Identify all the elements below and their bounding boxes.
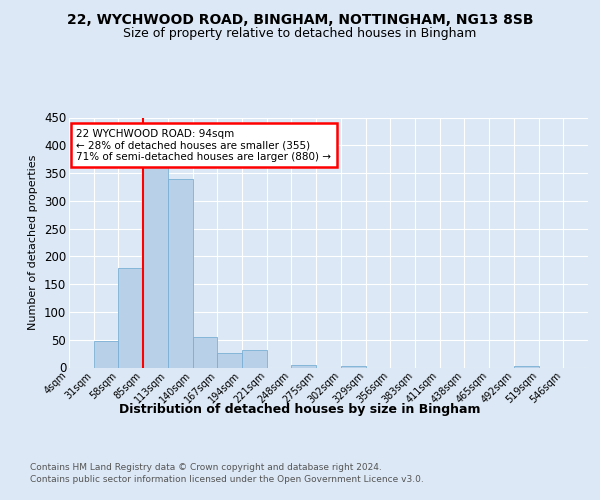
Y-axis label: Number of detached properties: Number of detached properties — [28, 155, 38, 330]
Bar — [168, 178, 193, 368]
Text: Distribution of detached houses by size in Bingham: Distribution of detached houses by size … — [119, 402, 481, 415]
Bar — [143, 164, 168, 368]
Bar — [193, 337, 217, 368]
Text: Size of property relative to detached houses in Bingham: Size of property relative to detached ho… — [124, 28, 476, 40]
Text: 22, WYCHWOOD ROAD, BINGHAM, NOTTINGHAM, NG13 8SB: 22, WYCHWOOD ROAD, BINGHAM, NOTTINGHAM, … — [67, 12, 533, 26]
Text: Contains HM Land Registry data © Crown copyright and database right 2024.: Contains HM Land Registry data © Crown c… — [30, 462, 382, 471]
Text: 22 WYCHWOOD ROAD: 94sqm
← 28% of detached houses are smaller (355)
71% of semi-d: 22 WYCHWOOD ROAD: 94sqm ← 28% of detache… — [76, 128, 331, 162]
Bar — [292, 364, 316, 368]
Text: Contains public sector information licensed under the Open Government Licence v3: Contains public sector information licen… — [30, 475, 424, 484]
Bar — [242, 350, 267, 368]
Bar — [118, 268, 143, 368]
Bar — [217, 352, 242, 368]
Bar — [341, 366, 365, 368]
Bar — [94, 341, 118, 367]
Bar — [514, 366, 539, 368]
